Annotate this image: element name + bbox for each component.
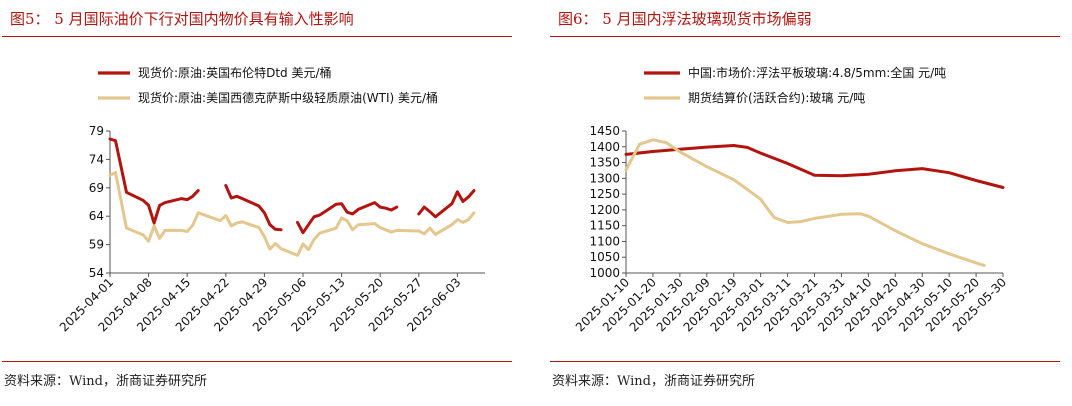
legend-label: 期货结算价(活跃合约):玻璃 元/吨 — [688, 90, 865, 105]
y-tick-label: 1300 — [589, 171, 620, 185]
y-tick-label: 54 — [89, 266, 104, 280]
series-segment — [224, 184, 283, 232]
legend-label: 中国:市场价:浮法平板玻璃:4.8/5mm:全国 元/吨 — [688, 65, 946, 80]
glass-price-chart: 中国:市场价:浮法平板玻璃:4.8/5mm:全国 元/吨期货结算价(活跃合约):… — [573, 65, 1009, 334]
chart-title: 图5： 5 月国际油价下行对国内物价具有输入性影响 — [10, 10, 354, 28]
series-segment — [108, 171, 476, 257]
series-segment — [624, 138, 986, 267]
series-line — [624, 144, 1005, 189]
y-tick-label: 69 — [89, 181, 104, 195]
y-tick-label: 74 — [89, 152, 104, 166]
y-tick-label: 1150 — [589, 219, 620, 233]
chart-panel-oil: 图5： 5 月国际油价下行对国内物价具有输入性影响 现货价:原油:英国布伦特Dt… — [0, 0, 512, 406]
series-segment — [624, 144, 1005, 189]
title-divider — [2, 36, 512, 37]
source-divider — [2, 361, 512, 362]
chart-title: 图6： 5 月国内浮法玻璃现货市场偏弱 — [558, 10, 812, 28]
y-tick-label: 1200 — [589, 203, 620, 217]
series-segment — [417, 189, 476, 219]
legend-label: 现货价:原油:美国西德克萨斯中级轻质原油(WTI) 美元/桶 — [138, 90, 438, 105]
y-tick-label: 79 — [89, 124, 104, 138]
y-tick-label: 59 — [89, 238, 104, 252]
chart-panel-glass: 图6： 5 月国内浮法玻璃现货市场偏弱 中国:市场价:浮法平板玻璃:4.8/5m… — [548, 0, 1060, 406]
y-tick-label: 1450 — [589, 124, 620, 138]
series-line — [108, 171, 476, 257]
source-note: 资料来源：Wind，浙商证券研究所 — [4, 374, 207, 389]
y-tick-label: 1100 — [589, 234, 620, 248]
series-line — [624, 138, 986, 267]
series-segment — [296, 201, 399, 235]
source-note: 资料来源：Wind，浙商证券研究所 — [552, 374, 755, 389]
y-tick-label: 1350 — [589, 156, 620, 170]
source-divider — [550, 361, 1060, 362]
y-tick-label: 1000 — [589, 266, 620, 280]
legend-label: 现货价:原油:英国布伦特Dtd 美元/桶 — [138, 65, 332, 80]
series-line — [108, 137, 476, 235]
y-tick-label: 1250 — [589, 187, 620, 201]
title-divider — [550, 36, 1060, 37]
series-segment — [108, 137, 200, 225]
y-tick-label: 1400 — [589, 140, 620, 154]
y-tick-label: 64 — [89, 209, 104, 223]
oil-price-chart: 现货价:原油:英国布伦特Dtd 美元/桶现货价:原油:美国西德克萨斯中级轻质原油… — [57, 65, 485, 334]
y-tick-label: 1050 — [589, 250, 620, 264]
